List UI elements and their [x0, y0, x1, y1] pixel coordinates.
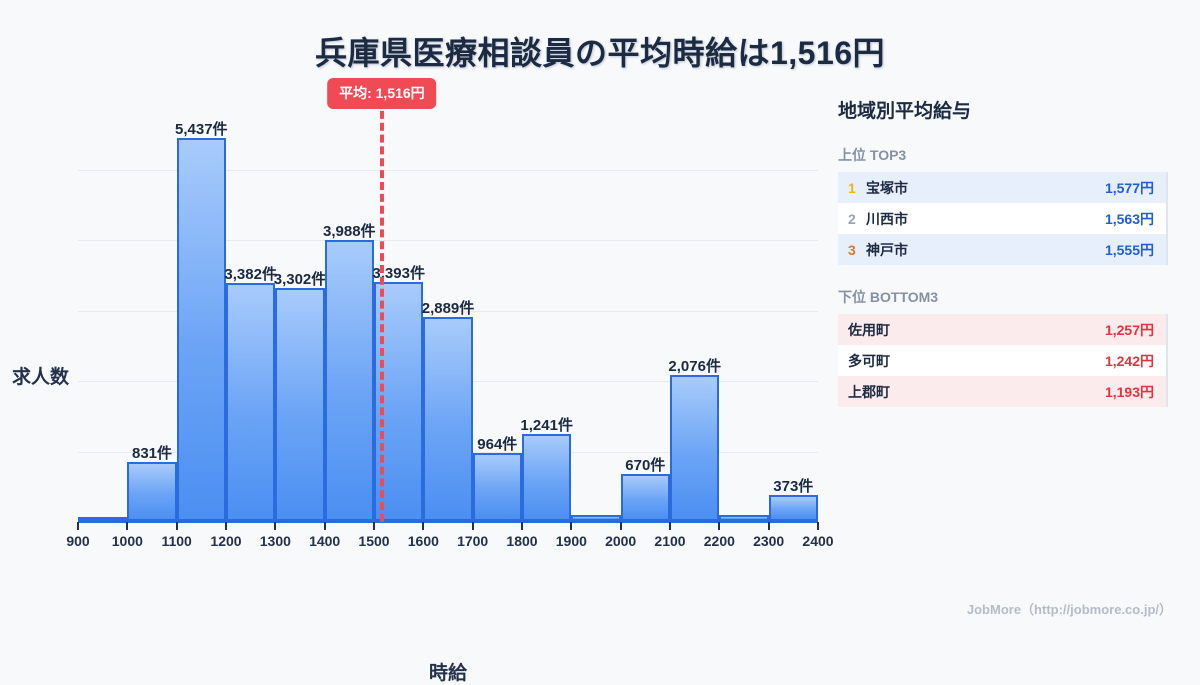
bottom3-table: 佐用町 1,257円多可町 1,242円上郡町 1,193円	[838, 314, 1168, 407]
bar-value-label: 3,988件	[323, 222, 376, 240]
x-axis-tick-label: 2000	[605, 533, 637, 549]
bar-value-label: 3,382件	[224, 265, 277, 283]
bar-value-label: 5,437件	[175, 120, 228, 138]
x-axis-tick-label: 1000	[111, 533, 143, 549]
histogram-bar	[670, 374, 720, 521]
rank-number: 2	[848, 210, 856, 227]
histogram-bar	[768, 494, 818, 521]
bar-value-label: 831件	[131, 445, 173, 463]
x-axis-tick-label: 1500	[358, 533, 390, 549]
x-axis-tick	[323, 522, 326, 530]
x-axis-tick-label: 2200	[703, 533, 735, 549]
bottom3-row[interactable]: 上郡町 1,193円	[838, 376, 1166, 407]
region-name: 宝塚市	[866, 179, 908, 196]
gridline	[78, 310, 818, 312]
x-axis-tick-label: 2100	[654, 533, 686, 549]
region-wage-value: 1,577円	[1104, 179, 1154, 196]
bar-value-label: 373件	[773, 477, 814, 495]
histogram-bar	[176, 137, 226, 521]
histogram-bar	[620, 473, 670, 521]
region-name: 川西市	[866, 210, 908, 227]
x-axis-tick	[126, 522, 129, 530]
regional-salary-panel: 地域別平均給与 上位 TOP3 1 宝塚市 1,577円 2 川西市 1,563円 3 神戸市…	[838, 96, 1168, 429]
bottom3-row[interactable]: 佐用町 1,257円	[838, 314, 1166, 345]
sidebar-title: 地域別平均給与	[838, 101, 972, 122]
region-name: 神戸市	[866, 241, 908, 258]
bar-value-label: 1,241件	[520, 416, 573, 434]
gridline	[78, 169, 818, 171]
bar-value-label: 2,889件	[421, 300, 475, 318]
region-name: 佐用町	[848, 321, 890, 338]
histogram-bar	[522, 433, 572, 521]
region-wage-value: 1,563円	[1104, 210, 1154, 227]
histogram-bar	[226, 282, 276, 521]
x-axis-title: 時給	[428, 663, 467, 684]
footer-credit: JobMore（http://jobmore.co.jp/）	[966, 602, 1172, 617]
x-axis-tick	[718, 522, 721, 530]
bar-value-label: 964件	[477, 436, 518, 453]
region-name: 多可町	[848, 352, 890, 369]
x-axis-tick-label: 900	[66, 533, 90, 549]
x-axis-tick	[619, 522, 622, 530]
x-axis-tick	[767, 522, 770, 530]
x-axis-tick	[274, 522, 277, 530]
histogram-bar	[571, 514, 621, 521]
x-axis-tick	[225, 522, 227, 530]
x-axis-tick-label: 1700	[457, 533, 489, 549]
region-wage-value: 1,257円	[1104, 321, 1154, 338]
top3-row[interactable]: 3 神戸市 1,555円	[838, 234, 1166, 265]
bottom3-row[interactable]: 多可町 1,242円	[838, 345, 1166, 376]
x-axis-tick-label: 1600	[407, 533, 439, 549]
top3-section-label: 上位 TOP3	[838, 147, 907, 163]
plot-area: 831件 5,437件 3,382件 3,302件 3,988件 3,393件 2,889件…	[66, 99, 834, 549]
page-title: 兵庫県医療相談員の平均時給は1,516円	[314, 35, 886, 71]
rank-number: 3	[848, 241, 856, 258]
x-axis-tick-label: 1300	[259, 533, 291, 549]
x-axis-tick	[570, 522, 573, 530]
x-axis-tick-label: 1800	[506, 533, 538, 549]
region-wage-value: 1,555円	[1104, 241, 1154, 258]
average-line	[379, 99, 384, 522]
x-axis-tick	[669, 522, 671, 530]
histogram-chart: 求人数 831件 5,437件 3,382件 3,302件 3,988件 3,393件 2,…	[0, 78, 834, 684]
x-axis-tick	[817, 522, 819, 530]
x-axis-tick-label: 1400	[309, 533, 341, 549]
bar-value-label: 2,076件	[668, 357, 721, 375]
x-axis-tick	[422, 522, 425, 530]
histogram-bar	[78, 517, 128, 521]
top3-table: 1 宝塚市 1,577円 2 川西市 1,563円 3 神戸市 1,555円	[838, 172, 1168, 265]
region-name: 上郡町	[848, 383, 890, 400]
bar-value-label: 3,302件	[273, 271, 327, 289]
x-axis-tick-label: 2400	[802, 533, 834, 549]
histogram-bar	[423, 317, 473, 521]
rank-number: 1	[848, 179, 856, 196]
histogram-bar	[127, 462, 177, 521]
bar-value-label: 3,393件	[372, 264, 425, 282]
top3-row[interactable]: 2 川西市 1,563円	[838, 203, 1166, 234]
bar-series: 831件 5,437件 3,382件 3,302件 3,988件 3,393件 2,889件…	[78, 99, 818, 522]
x-axis-tick	[471, 522, 474, 530]
histogram-bar	[719, 515, 769, 521]
x-axis-tick	[373, 522, 375, 530]
histogram-bar	[472, 453, 522, 521]
x-axis-line	[78, 521, 818, 523]
x-axis-tick	[521, 522, 523, 530]
x-axis-tick-label: 1200	[210, 533, 242, 549]
x-axis-tick-label: 1900	[555, 533, 587, 549]
histogram-bar	[275, 288, 325, 521]
x-axis-tick-label: 2300	[753, 533, 785, 549]
bottom3-section-label: 下位 BOTTOM3	[838, 289, 939, 305]
bar-value-label: 670件	[625, 456, 666, 474]
x-axis-tick-label: 1100	[161, 533, 192, 549]
gridline	[78, 240, 818, 241]
region-wage-value: 1,242円	[1104, 352, 1154, 369]
histogram-bar	[324, 239, 374, 521]
average-badge: 平均: 1,516円	[327, 78, 437, 109]
region-wage-value: 1,193円	[1104, 383, 1154, 400]
top3-row[interactable]: 1 宝塚市 1,577円	[838, 172, 1166, 203]
x-axis-tick	[77, 522, 79, 530]
x-axis-tick	[175, 522, 178, 530]
y-axis-title: 求人数	[12, 367, 70, 388]
